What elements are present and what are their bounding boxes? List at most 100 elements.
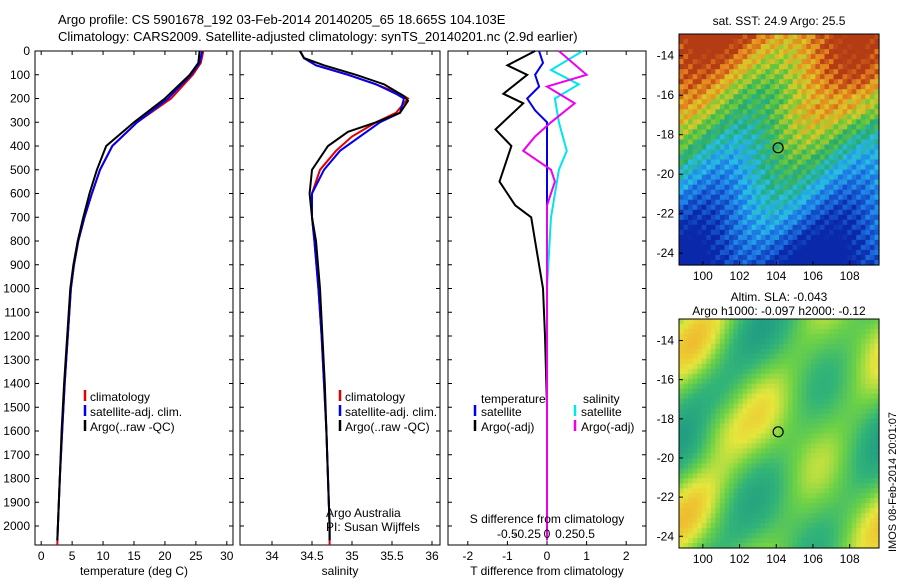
map-cell <box>847 413 853 420</box>
map-cell <box>719 333 725 340</box>
map-cell <box>729 134 735 140</box>
map-cell <box>751 383 757 390</box>
map-cell <box>792 199 798 206</box>
map-cell <box>792 164 798 171</box>
map-cell <box>747 214 753 221</box>
map-cell <box>856 129 862 135</box>
map-cell <box>788 508 794 514</box>
map-cell <box>869 229 875 236</box>
map-cell <box>833 179 839 186</box>
map-cell <box>774 174 780 181</box>
map-cell <box>724 513 730 519</box>
map-cell <box>829 508 835 514</box>
map-cell <box>692 194 698 201</box>
map-cell <box>747 423 753 430</box>
map-cell <box>815 219 821 226</box>
map-cell <box>838 224 844 231</box>
map-cell <box>756 204 762 211</box>
map-cell <box>842 373 848 380</box>
map-cell <box>719 224 725 231</box>
map-cell <box>783 204 789 211</box>
map-cell <box>715 234 721 241</box>
map-cell <box>824 329 830 335</box>
map-cell <box>874 249 880 256</box>
map-cell <box>719 159 725 166</box>
map-cell <box>706 44 712 50</box>
map-cell <box>865 224 871 231</box>
map-cell <box>874 523 880 529</box>
map-cell <box>788 329 794 335</box>
map-cell <box>756 255 762 261</box>
map-cell <box>747 229 753 236</box>
map-cell <box>829 119 835 125</box>
map-cell <box>824 64 830 70</box>
map-cell <box>833 513 839 519</box>
title-line-1: Argo profile: CS 5901678_192 03-Feb-2014… <box>58 12 506 27</box>
map-cell <box>783 468 789 474</box>
map-cell <box>760 54 766 60</box>
map-cell <box>810 49 816 55</box>
map-cell <box>806 255 812 261</box>
map-cell <box>838 388 844 395</box>
map-cell <box>692 428 698 435</box>
map-cell <box>797 418 803 425</box>
map-cell <box>869 393 875 400</box>
map-cell <box>824 373 830 380</box>
map-cell <box>806 39 812 45</box>
map-cell <box>792 423 798 430</box>
map-cell <box>706 54 712 60</box>
map-cell <box>788 319 794 325</box>
map-cell <box>829 229 835 236</box>
map-cell <box>824 184 830 191</box>
map-cell <box>842 523 848 529</box>
map-cell <box>760 433 766 440</box>
map-cell <box>774 124 780 130</box>
map-cell <box>838 468 844 474</box>
map-cell <box>869 174 875 181</box>
map-cell <box>688 428 694 435</box>
map-cell <box>692 523 698 529</box>
map-cell <box>851 109 857 115</box>
map-cell <box>792 174 798 181</box>
map-cell <box>806 333 812 340</box>
map-cell <box>692 260 698 266</box>
map-cell <box>869 99 875 105</box>
map-cell <box>683 229 689 236</box>
map-cell <box>779 124 785 130</box>
map-cell <box>701 179 707 186</box>
map-cell <box>851 169 857 176</box>
map-cell <box>824 164 830 171</box>
map-cell <box>856 368 862 375</box>
map-cell <box>692 74 698 80</box>
map-cell <box>833 109 839 115</box>
map-cell <box>847 59 853 65</box>
map-cell <box>851 189 857 196</box>
map-cell <box>706 74 712 80</box>
map-cell <box>801 104 807 110</box>
salinity-series-climatology <box>299 50 410 545</box>
map-cell <box>683 124 689 130</box>
map-cell <box>819 229 825 236</box>
map-cell <box>729 44 735 50</box>
map-cell <box>797 34 803 40</box>
map-cell <box>729 199 735 206</box>
map-cell <box>783 124 789 130</box>
map-cell <box>715 523 721 529</box>
map-cell <box>783 39 789 45</box>
map-cell <box>715 393 721 400</box>
map-cell <box>797 159 803 166</box>
map-cell <box>769 184 775 191</box>
map-cell <box>792 239 798 246</box>
map-cell <box>769 508 775 514</box>
map-cell <box>810 428 816 435</box>
map-cell <box>788 109 794 115</box>
map-cell <box>847 338 853 345</box>
map-x-tick-label: 108 <box>840 269 860 283</box>
map-cell <box>710 159 716 166</box>
map-cell <box>783 388 789 395</box>
map-cell <box>751 119 757 125</box>
map-cell <box>842 54 848 60</box>
map-cell <box>806 368 812 375</box>
map-cell <box>751 144 757 151</box>
